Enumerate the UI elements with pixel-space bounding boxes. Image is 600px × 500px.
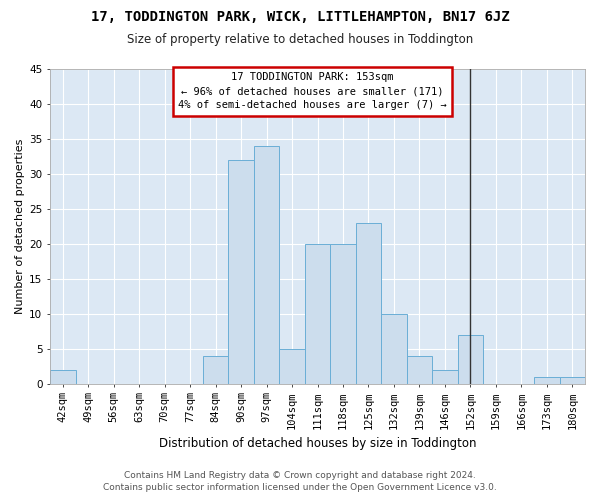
Bar [432,370,458,384]
Bar [560,376,585,384]
Bar [407,356,432,384]
X-axis label: Distribution of detached houses by size in Toddington: Distribution of detached houses by size … [159,437,476,450]
Text: Size of property relative to detached houses in Toddington: Size of property relative to detached ho… [127,32,473,46]
Bar [50,370,76,384]
Y-axis label: Number of detached properties: Number of detached properties [15,138,25,314]
Bar [356,223,381,384]
Bar [458,334,483,384]
Text: 17, TODDINGTON PARK, WICK, LITTLEHAMPTON, BN17 6JZ: 17, TODDINGTON PARK, WICK, LITTLEHAMPTON… [91,10,509,24]
Bar [280,348,305,384]
Bar [203,356,229,384]
Text: 17 TODDINGTON PARK: 153sqm
← 96% of detached houses are smaller (171)
4% of semi: 17 TODDINGTON PARK: 153sqm ← 96% of deta… [178,72,447,110]
Text: Contains HM Land Registry data © Crown copyright and database right 2024.
Contai: Contains HM Land Registry data © Crown c… [103,471,497,492]
Bar [330,244,356,384]
Bar [534,376,560,384]
Bar [229,160,254,384]
Bar [381,314,407,384]
Bar [254,146,280,384]
Bar [305,244,330,384]
